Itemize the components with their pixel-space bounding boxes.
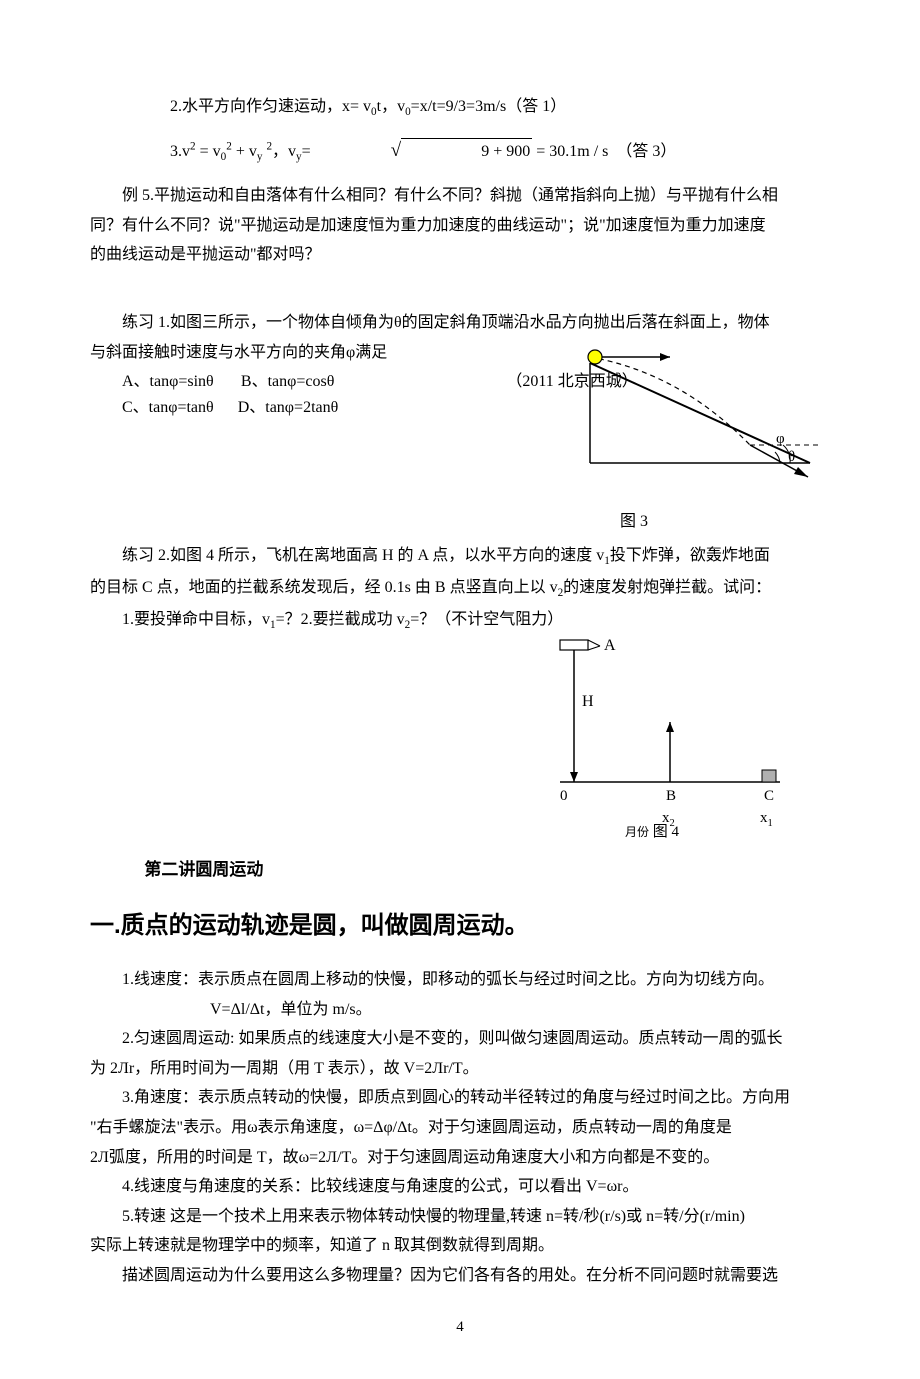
- example-5-line2: 同？有什么不同？说"平抛运动是加速度恒为重力加速度的曲线运动"；说"加速度恒为重…: [90, 213, 830, 239]
- theta-label: θ: [788, 449, 795, 465]
- sub: 1: [768, 818, 773, 829]
- solution-line-3: 3.v2 = v02 + vy 2，vy=√9 + 900 = 30.1m / …: [90, 136, 830, 167]
- eq: =: [302, 143, 311, 160]
- practice-2-line1: 练习 2.如图 4 所示，飞机在离地面高 H 的 A 点，以水平方向的速度 v1…: [90, 543, 830, 571]
- text: 投下炸弹，欲轰炸地面: [610, 547, 770, 564]
- option-b: B、tanφ=cosθ: [241, 373, 334, 390]
- label-x1: x1: [760, 806, 773, 833]
- body-p6: 描述圆周运动为什么要用这么多物理量？因为它们各有各的用处。在分析不同问题时就需要…: [90, 1263, 830, 1289]
- label-h: H: [582, 693, 594, 710]
- body-p2b: 为 2Лr，所用时间为一周期（用 T 表示），故 V=2Лr/T。: [90, 1056, 830, 1082]
- body-p4: 4.线速度与角速度的关系：比较线速度与角速度的公式，可以看出 V=ωr。: [90, 1174, 830, 1200]
- text: 1.要投弹命中目标，v: [122, 611, 270, 628]
- text: 3.v: [170, 143, 190, 160]
- text: 2.水平方向作匀速运动，x= v: [170, 98, 371, 115]
- figure-4-svg: A H 0 B C: [530, 632, 810, 817]
- body-p5: 5.转速 这是一个技术上用来表示物体转动快慢的物理量,转速 n=转/秒(r/s)…: [90, 1204, 830, 1230]
- body-p1b: V=Δl/Δt，单位为 m/s。: [90, 997, 830, 1023]
- result: = 30.1m / s: [532, 143, 608, 160]
- sqrt: √9 + 900: [311, 136, 533, 167]
- caption-text: 图 4: [653, 824, 679, 840]
- text: 的速度发射炮弹拦截。试问：: [563, 579, 771, 596]
- example-5-line1: 例 5.平抛运动和自由落体有什么相同？有什么不同？斜抛（通常指斜向上抛）与平抛有…: [90, 183, 830, 209]
- body-p5b: 实际上转速就是物理学中的频率，知道了 n 取其倒数就得到周期。: [90, 1233, 830, 1259]
- text: + v: [232, 143, 257, 160]
- answer-tag: （答 3）: [616, 143, 676, 160]
- body-p1: 1.线速度：表示质点在圆周上移动的快慢，即移动的弧长与经过时间之比。方向为切线方…: [90, 967, 830, 993]
- text: = v: [196, 143, 221, 160]
- option-d: D、tanφ=2tanθ: [238, 399, 339, 416]
- example-5-line3: 的曲线运动是平抛运动"都对吗？: [90, 242, 830, 268]
- text: =？2.要拦截成功 v: [276, 611, 405, 628]
- body-p3: 3.角速度：表示质点转动的快慢，即质点到圆心的转动半径转过的角度与经过时间之比。…: [90, 1085, 830, 1111]
- label-a: A: [604, 637, 616, 654]
- page: 2.水平方向作匀速运动，x= v0t，v0=x/t=9/3=3m/s（答 1） …: [0, 0, 920, 1379]
- figure-3-svg: φ θ: [580, 343, 840, 483]
- text: 的目标 C 点，地面的拦截系统发现后，经 0.1s 由 B 点竖直向上以 v: [90, 579, 558, 596]
- figure-4-caption: 月份 图 4: [625, 820, 679, 844]
- label-0: 0: [560, 788, 568, 804]
- sqrt-inner: 9 + 900: [401, 138, 532, 165]
- body-p2: 2.匀速圆周运动: 如果质点的线速度大小是不变的，则叫做匀速圆周运动。质点转动一…: [90, 1026, 830, 1052]
- solution-line-2: 2.水平方向作匀速运动，x= v0t，v0=x/t=9/3=3m/s（答 1）: [90, 94, 830, 122]
- text: x: [760, 810, 768, 826]
- text: =x/t=9/3=3m/s（答 1）: [411, 98, 567, 115]
- section-2-title: 第二讲圆周运动: [144, 856, 830, 883]
- sub: 0: [221, 151, 227, 163]
- text: 练习 2.如图 4 所示，飞机在离地面高 H 的 A 点，以水平方向的速度 v: [122, 547, 604, 564]
- practice-2-line2: 的目标 C 点，地面的拦截系统发现后，经 0.1s 由 B 点竖直向上以 v2的…: [90, 575, 830, 603]
- page-number: 4: [90, 1315, 830, 1339]
- text: =？（不计空气阻力）: [410, 611, 563, 628]
- label-b: B: [666, 788, 676, 804]
- label-c: C: [764, 788, 774, 804]
- body-p3c: 2Л弧度，所用的时间是 T，故ω=2Л/T。对于匀速圆周运动角速度大小和方向都是…: [90, 1145, 830, 1171]
- figure-3-block: A、tanφ=sinθ B、tanφ=cosθ （2011 北京西城） C、ta…: [90, 369, 830, 539]
- chapter-title: 一.质点的运动轨迹是圆，叫做圆周运动。: [90, 907, 830, 945]
- option-a: A、tanφ=sinθ: [122, 373, 214, 390]
- figure-4-block: A H 0 B C x2 x1 月份 图 4: [90, 640, 830, 850]
- figure-3-caption: 图 3: [620, 509, 648, 535]
- option-c: C、tanφ=tanθ: [122, 399, 214, 416]
- phi-label: φ: [776, 431, 785, 447]
- month: 月份: [625, 825, 649, 839]
- text: ，v: [272, 143, 296, 160]
- text: t，v: [377, 98, 405, 115]
- body-p3b: "右手螺旋法"表示。用ω表示角速度，ω=Δφ/Δt。对于匀速圆周运动，质点转动一…: [90, 1115, 830, 1141]
- spacer: [90, 272, 830, 306]
- practice-1-line1: 练习 1.如图三所示，一个物体自倾角为θ的固定斜角顶端沿水品方向抛出后落在斜面上…: [90, 310, 830, 336]
